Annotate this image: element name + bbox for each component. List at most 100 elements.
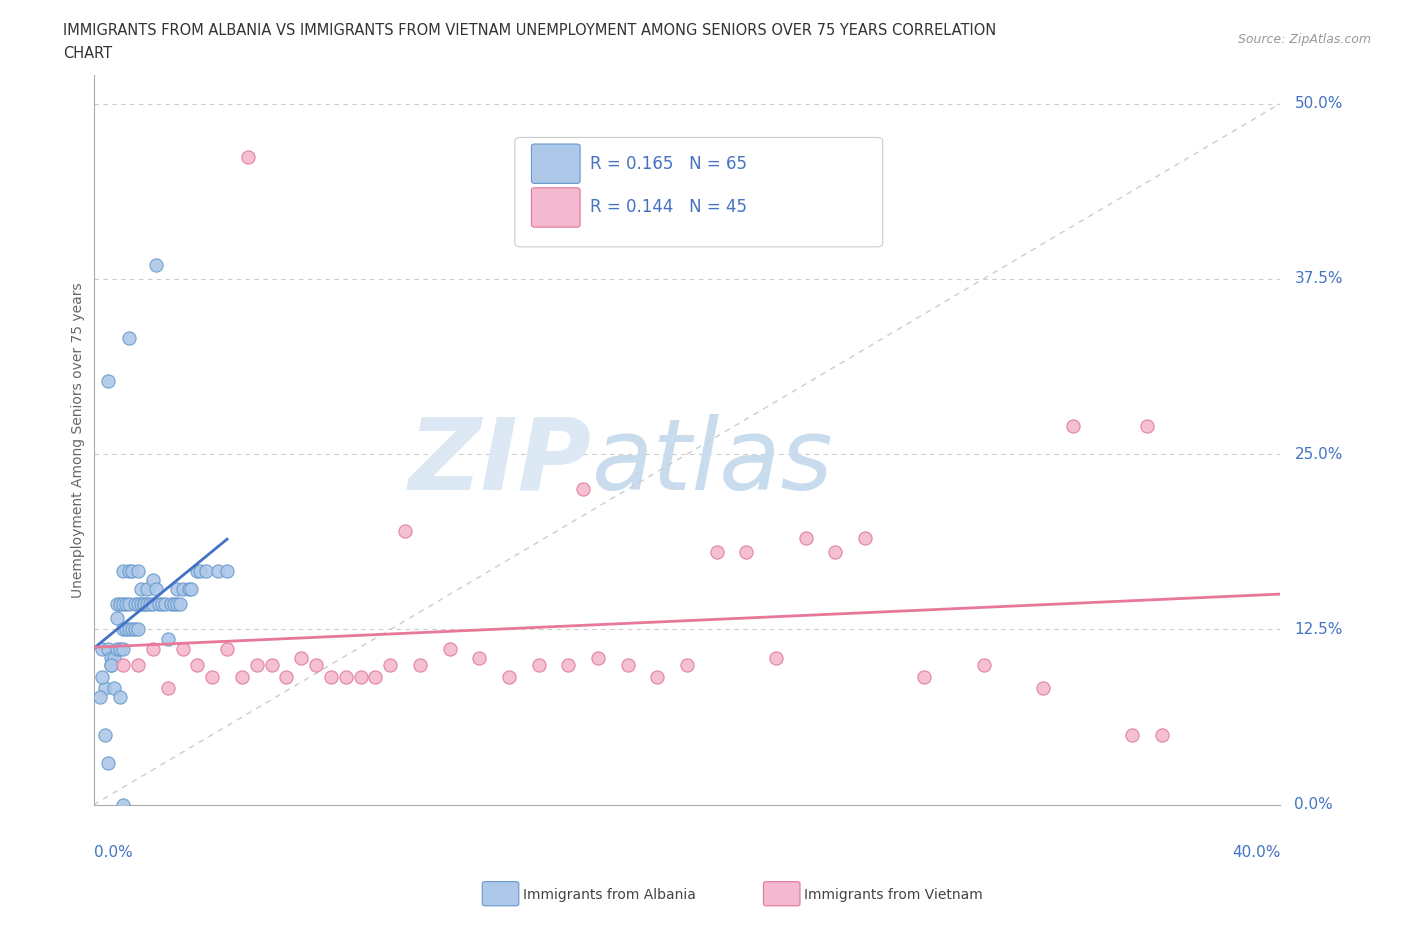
Text: atlas: atlas (592, 414, 834, 511)
Point (118, 622, 141, 637)
Point (468, 650, 491, 665)
Point (153, 597, 176, 612)
Point (1062, 418, 1084, 433)
Y-axis label: Unemployment Among Seniors over 75 years: Unemployment Among Seniors over 75 years (72, 283, 86, 598)
Point (156, 631, 179, 646)
Point (166, 597, 188, 612)
Point (121, 622, 143, 637)
Point (112, 564, 135, 578)
Point (349, 670, 371, 684)
Point (364, 670, 387, 684)
Text: R = 0.144   N = 45: R = 0.144 N = 45 (589, 198, 747, 217)
Point (105, 597, 128, 612)
Point (105, 611, 128, 626)
Point (172, 642, 194, 657)
Point (94, 727, 117, 742)
Point (115, 622, 138, 637)
Point (973, 658, 995, 672)
Point (853, 531, 876, 546)
Point (207, 564, 229, 578)
Point (335, 670, 357, 684)
Text: 25.0%: 25.0% (1295, 446, 1343, 461)
Text: CHART: CHART (63, 46, 112, 61)
Point (103, 650, 125, 665)
Point (121, 564, 143, 578)
Point (180, 581, 202, 596)
Point (177, 581, 200, 596)
Point (112, 642, 135, 657)
Point (246, 658, 269, 672)
Point (136, 581, 159, 596)
Point (1150, 727, 1173, 742)
Point (127, 658, 149, 672)
Point (112, 797, 135, 812)
Point (100, 650, 122, 665)
Point (127, 597, 149, 612)
Point (1136, 418, 1159, 433)
Point (110, 689, 132, 704)
Point (172, 581, 194, 596)
Point (217, 564, 239, 578)
Point (142, 642, 165, 657)
Point (912, 670, 935, 684)
Point (231, 670, 253, 684)
Point (129, 597, 152, 612)
Point (91, 670, 114, 684)
Point (190, 564, 212, 578)
Text: Immigrants from Vietnam: Immigrants from Vietnam (804, 887, 983, 902)
Point (112, 597, 135, 612)
Point (118, 330, 141, 345)
FancyBboxPatch shape (515, 138, 883, 246)
Point (498, 670, 520, 684)
Point (100, 658, 122, 672)
Point (156, 681, 179, 696)
Point (195, 564, 218, 578)
Point (572, 482, 595, 497)
Point (103, 681, 125, 696)
Point (186, 658, 208, 672)
Point (94, 681, 117, 696)
Point (97, 374, 120, 389)
Text: 40.0%: 40.0% (1232, 845, 1281, 860)
Point (319, 670, 342, 684)
Text: ZIP: ZIP (409, 414, 592, 511)
Point (142, 597, 165, 612)
Point (1121, 727, 1143, 742)
Point (394, 524, 416, 538)
Point (236, 150, 259, 165)
Point (150, 597, 173, 612)
Point (586, 650, 609, 665)
Point (676, 658, 699, 672)
Point (290, 650, 312, 665)
Point (100, 658, 122, 672)
Point (169, 597, 191, 612)
Text: 0.0%: 0.0% (94, 845, 132, 860)
Point (115, 597, 138, 612)
Point (112, 622, 135, 637)
Point (124, 597, 146, 612)
Text: 0.0%: 0.0% (1295, 797, 1333, 812)
Point (305, 658, 328, 672)
Point (439, 642, 461, 657)
Point (97, 755, 120, 770)
Point (97, 642, 120, 657)
Point (616, 658, 638, 672)
Point (1032, 681, 1054, 696)
Point (127, 622, 149, 637)
Point (105, 642, 128, 657)
Point (166, 581, 188, 596)
Text: 50.0%: 50.0% (1295, 96, 1343, 111)
Point (145, 581, 167, 596)
Text: R = 0.165   N = 65: R = 0.165 N = 65 (589, 154, 747, 173)
Point (139, 597, 162, 612)
Point (706, 545, 728, 560)
Text: Immigrants from Albania: Immigrants from Albania (523, 887, 696, 902)
Text: IMMIGRANTS FROM ALBANIA VS IMMIGRANTS FROM VIETNAM UNEMPLOYMENT AMONG SENIORS OV: IMMIGRANTS FROM ALBANIA VS IMMIGRANTS FR… (63, 23, 997, 38)
Point (118, 564, 141, 578)
Text: Source: ZipAtlas.com: Source: ZipAtlas.com (1237, 33, 1371, 46)
Point (201, 670, 224, 684)
Point (824, 545, 846, 560)
Point (91, 642, 114, 657)
Point (557, 658, 579, 672)
Point (110, 597, 132, 612)
